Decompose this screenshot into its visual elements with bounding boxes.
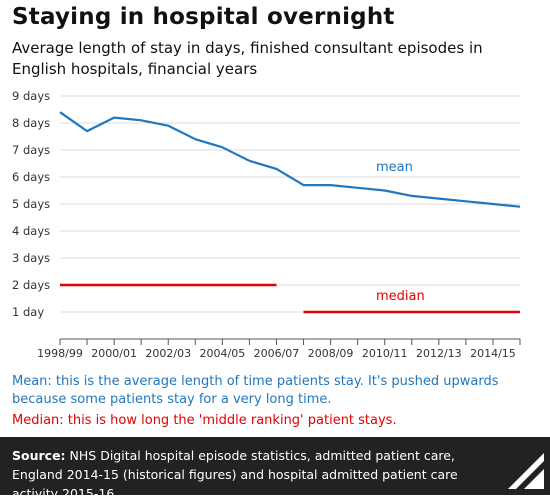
median-series-label: median	[376, 289, 425, 304]
chart-title: Staying in hospital overnight	[12, 4, 395, 30]
y-tick-label: 9 days	[12, 89, 50, 103]
x-tick-label: 2014/15	[470, 347, 516, 360]
mean-series-line	[59, 111, 521, 208]
x-tick-label: 2008/09	[308, 347, 354, 360]
x-tick-label: 1998/99	[37, 347, 83, 360]
y-axis-ticks: 1 day 2 days 3 days 4 days 5 days 6 days 7 day…	[12, 89, 50, 319]
y-tick-label: 7 days	[12, 143, 50, 157]
full-fact-logo-icon	[508, 453, 544, 489]
series-labels: mean median	[376, 160, 425, 304]
x-tick-label: 2000/01	[91, 347, 137, 360]
y-tick-label: 1 day	[12, 305, 44, 319]
y-tick-label: 4 days	[12, 224, 50, 238]
median-note: Median: this is how long the 'middle ran…	[12, 413, 397, 428]
x-tick-label: 2012/13	[416, 347, 462, 360]
x-axis: 1998/99 2000/01 2002/03 2004/05 2006/07 2008/…	[37, 338, 521, 360]
x-tick-label: 2002/03	[145, 347, 191, 360]
x-tick-label: 2004/05	[200, 347, 246, 360]
footer: Source: NHS Digital hospital episode sta…	[0, 437, 550, 501]
source-label: Source:	[12, 448, 66, 463]
y-tick-label: 2 days	[12, 278, 50, 292]
gridlines	[60, 95, 520, 313]
source-text: Source: NHS Digital hospital episode sta…	[12, 446, 482, 503]
y-tick-label: 5 days	[12, 197, 50, 211]
x-tick-label: 2010/11	[362, 347, 408, 360]
line-chart: 1 day 2 days 3 days 4 days 5 days 6 days 7 day…	[12, 89, 521, 360]
mean-note: Mean: this is the average length of time…	[12, 374, 499, 407]
y-tick-label: 8 days	[12, 116, 50, 130]
x-tick-label: 2006/07	[254, 347, 300, 360]
y-tick-label: 6 days	[12, 170, 50, 184]
series-lines	[59, 111, 521, 314]
y-tick-label: 3 days	[12, 251, 50, 265]
source-body: NHS Digital hospital episode statistics,…	[12, 448, 458, 501]
chart-subtitle: Average length of stay in days, finished…	[12, 39, 483, 78]
mean-series-label: mean	[376, 160, 413, 175]
